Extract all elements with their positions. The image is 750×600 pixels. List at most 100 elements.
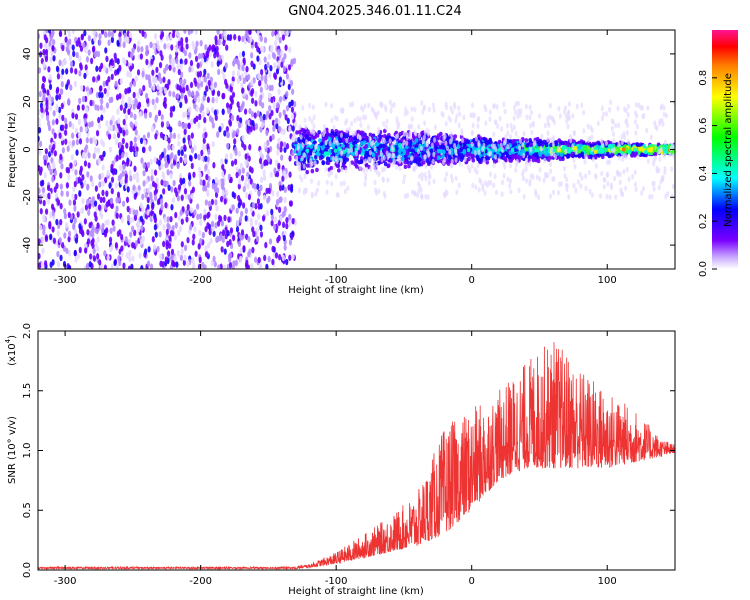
heatmap-cell [127, 108, 131, 115]
heatmap-cell [206, 181, 210, 188]
heatmap-cell [580, 102, 584, 109]
heatmap-cell [44, 55, 49, 63]
heatmap-cell [145, 58, 149, 66]
heatmap-cell [221, 108, 225, 115]
heatmap-cell [634, 130, 638, 136]
heatmap-cell [199, 237, 203, 245]
heatmap-cell [267, 255, 271, 263]
heatmap-cell [285, 216, 289, 224]
heatmap-cell [273, 224, 277, 231]
heatmap-cell [88, 222, 92, 229]
heatmap-cell [271, 190, 275, 197]
heatmap-cell [125, 160, 130, 167]
heatmap-cell [275, 159, 279, 166]
heatmap-cell [198, 229, 202, 236]
heatmap-cell [182, 177, 186, 184]
heatmap-cell [87, 162, 91, 169]
heatmap-cell [118, 164, 123, 172]
heatmap-cell [540, 133, 544, 140]
heatmap-cell [256, 183, 260, 190]
heatmap-cell [223, 30, 227, 37]
heatmap-cell [138, 252, 142, 259]
heatmap-cell [196, 203, 200, 210]
heatmap-cell [132, 184, 136, 191]
heatmap-cell [491, 154, 495, 159]
heatmap-cell [144, 248, 148, 255]
heatmap-cell [223, 248, 227, 255]
heatmap-cell [223, 198, 227, 205]
heatmap-cell [386, 163, 391, 168]
heatmap-cell [256, 110, 260, 117]
heatmap-cell [169, 229, 174, 237]
heatmap-cell [145, 44, 149, 52]
heatmap-cell [203, 213, 207, 221]
heatmap-cell [59, 202, 63, 210]
heatmap-cell [271, 258, 275, 266]
heatmap-cell [436, 148, 441, 154]
heatmap-cell [640, 190, 644, 196]
heatmap-cell [320, 146, 325, 151]
heatmap-cell [459, 148, 463, 153]
heatmap-cell [167, 184, 171, 192]
heatmap-cell [518, 138, 522, 144]
heatmap-cell [298, 129, 302, 135]
heatmap-cell [216, 51, 220, 58]
heatmap-cell [152, 243, 157, 251]
heatmap-cell [142, 162, 146, 169]
heatmap-cell [263, 159, 268, 166]
heatmap-cell [64, 222, 69, 229]
heatmap-cell [233, 158, 238, 166]
heatmap-cell [144, 92, 149, 100]
heatmap-cell [220, 158, 224, 165]
heatmap-cell [245, 259, 249, 267]
heatmap-cell [513, 142, 518, 147]
heatmap-cell [225, 82, 229, 89]
heatmap-cell [149, 263, 154, 269]
heatmap-cell [417, 157, 422, 163]
heatmap-cell [456, 144, 461, 149]
heatmap-cell [277, 60, 281, 67]
spectrogram-heatmap [38, 30, 675, 269]
heatmap-cell [270, 84, 274, 92]
heatmap-cell [199, 106, 203, 113]
heatmap-cell [151, 69, 155, 76]
heatmap-cell [153, 194, 158, 201]
heatmap-cell [71, 132, 75, 139]
heatmap-cell [211, 141, 215, 148]
heatmap-cell [95, 65, 99, 72]
heatmap-cell [278, 206, 282, 214]
heatmap-cell [56, 261, 61, 268]
heatmap-cell [158, 86, 162, 94]
heatmap-cell [111, 219, 115, 226]
heatmap-cell [49, 34, 53, 42]
heatmap-cell [131, 145, 136, 153]
heatmap-cell [46, 198, 50, 205]
heatmap-cell [168, 242, 172, 249]
heatmap-cell [275, 34, 279, 41]
heatmap-cell [183, 49, 188, 57]
heatmap-cell [502, 155, 506, 160]
heatmap-cell [382, 155, 386, 161]
heatmap-cell [238, 117, 243, 124]
heatmap-cell [237, 35, 241, 42]
heatmap-cell [55, 218, 59, 226]
heatmap-cell [256, 55, 260, 62]
heatmap-cell [264, 77, 268, 85]
heatmap-cell [462, 142, 467, 148]
heatmap-cell [241, 134, 245, 142]
heatmap-cell [38, 187, 41, 194]
heatmap-cell [577, 153, 582, 158]
heatmap-cell [380, 156, 384, 163]
heatmap-cell [98, 85, 103, 92]
heatmap-cell [529, 151, 533, 156]
heatmap-cell [305, 148, 310, 154]
heatmap-cell [558, 156, 563, 162]
heatmap-cell [231, 70, 236, 77]
heatmap-cell [107, 30, 112, 38]
heatmap-cell [268, 104, 272, 112]
heatmap-cell [256, 73, 261, 80]
heatmap-cell [516, 100, 520, 107]
heatmap-cell [153, 224, 157, 231]
heatmap-cell [180, 92, 184, 100]
heatmap-cell [247, 155, 251, 162]
